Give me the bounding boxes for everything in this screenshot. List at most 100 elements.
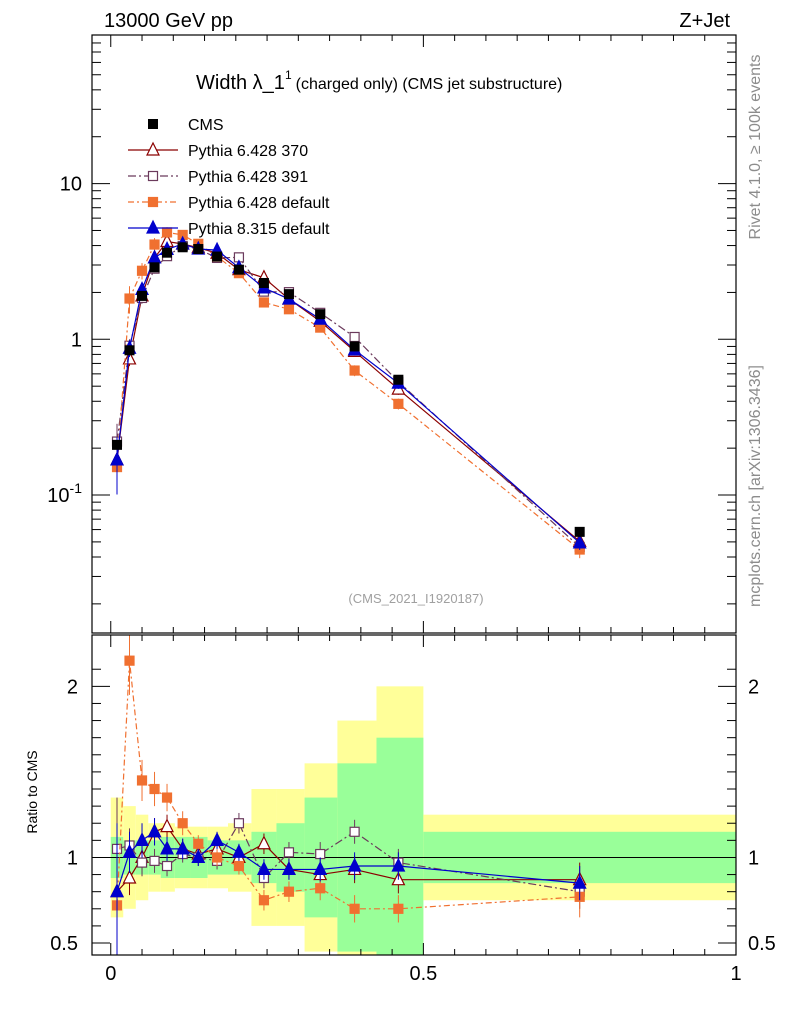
series-point-ratio [283, 847, 295, 858]
series-point-main [122, 350, 137, 365]
mc-series-lines [110, 227, 587, 955]
series-point-ratio [315, 848, 326, 860]
series-point-ratio [256, 861, 271, 876]
series-point-ratio [191, 849, 206, 864]
series-point-ratio [391, 857, 406, 872]
chart-title-sup: 1 [285, 68, 292, 82]
cms-point [137, 290, 148, 301]
chart-title-main: Width λ_1 [196, 72, 285, 94]
series-point-main [110, 451, 124, 466]
legend-label: Pythia 6.428 370 [188, 143, 308, 160]
series-point-ratio [175, 840, 190, 855]
legend-marker [146, 219, 160, 234]
y-tick-label-main: 10-1 [47, 480, 82, 507]
main-panel-frame [91, 34, 737, 634]
x-tick-label: 1 [730, 963, 741, 985]
series-point-main [258, 297, 270, 308]
y-tick-label-main: 1 [71, 329, 82, 351]
legend: CMS Pythia 6.428 370 Pythia 6.428 391 Pythi… [128, 117, 330, 238]
series-point-ratio [233, 818, 245, 829]
chart-title-sub: (charged only) (CMS jet substructure) [296, 76, 563, 93]
cms-point [574, 526, 585, 537]
series-point-main [283, 304, 295, 315]
analysis-label: (CMS_2021_I1920187) [348, 591, 483, 606]
legend-label: Pythia 6.428 391 [188, 169, 308, 186]
series-point-ratio [136, 857, 148, 868]
process-label: Z+Jet [679, 10, 730, 32]
series-line-main-1 [116, 245, 581, 548]
cms-data-points [112, 242, 585, 537]
cms-point [177, 242, 188, 253]
cms-point [349, 341, 360, 352]
series-point-ratio [193, 838, 204, 849]
series-point-ratio [258, 895, 270, 906]
legend-marker [146, 141, 160, 156]
series-point-ratio [122, 843, 137, 858]
series-point-ratio [281, 861, 296, 876]
x-tick-label: 0.5 [409, 963, 437, 985]
series-point-ratio [256, 835, 271, 850]
y-tick-label-ratio: 1 [67, 847, 78, 869]
series-point-ratio [160, 840, 174, 855]
y-tick-label-ratio-right: 0.5 [748, 933, 776, 955]
legend-label: Pythia 6.428 default [188, 195, 330, 212]
cms-point [112, 439, 123, 450]
cms-point [193, 244, 204, 255]
y-tick-label-ratio: 2 [67, 676, 78, 698]
series-line-ratio-2 [116, 660, 580, 910]
y-tick-label-ratio: 0.5 [50, 933, 78, 955]
ratio-panel-frame [91, 634, 737, 956]
legend-label: CMS [188, 117, 224, 134]
series-point-ratio [313, 861, 328, 876]
cms-uncertainty-bands [92, 686, 736, 955]
series-point-ratio [349, 903, 360, 914]
cms-point [283, 289, 294, 300]
legend-marker [147, 196, 159, 208]
energy-label: 13000 GeV pp [104, 10, 233, 32]
y-tick-label-ratio-right: 2 [748, 676, 759, 698]
cms-point [149, 262, 160, 273]
series-point-main [349, 331, 360, 343]
cms-point [393, 374, 404, 385]
cms-point [258, 277, 269, 288]
series-point-ratio [147, 823, 162, 838]
y-tick-label-ratio-right: 1 [748, 847, 759, 869]
series-line-main-0 [116, 240, 581, 542]
series-point-ratio [283, 886, 295, 897]
series-point-main [393, 398, 404, 409]
series-point-ratio [572, 874, 587, 889]
legend-marker [148, 119, 158, 129]
series-point-ratio [231, 843, 246, 858]
series-point-ratio [211, 852, 223, 863]
series-point-ratio [135, 832, 149, 846]
mcplots-label: mcplots.cern.ch [arXiv:1306.3436] [747, 365, 764, 607]
cms-point [233, 264, 244, 275]
y-tick-label-main: 10 [60, 174, 82, 196]
series-point-ratio [347, 857, 362, 872]
plot-frames [91, 34, 737, 956]
series-line-main-3 [116, 243, 581, 544]
cms-band-inner [376, 737, 424, 955]
series-point-ratio [349, 826, 360, 837]
axis-ticks: 0 0.5 1 10 1 10-1 2 2 1 1 0.5 0.5 [47, 34, 776, 985]
series-point-ratio [122, 869, 137, 884]
series-point-ratio [233, 860, 245, 872]
ratio-ylabel: Ratio to CMS [24, 750, 40, 833]
series-point-main [349, 365, 360, 376]
series-point-ratio [136, 775, 148, 786]
series-line-main-2 [116, 231, 581, 551]
legend-marker [147, 170, 159, 182]
series-point-ratio [149, 855, 160, 866]
series-point-ratio [210, 832, 225, 846]
chart-title: Width λ_11 (charged only) (CMS jet substr… [196, 68, 562, 94]
series-point-main [149, 239, 160, 250]
cms-point [124, 345, 135, 356]
series-point-ratio [393, 903, 404, 914]
series-point-ratio [161, 860, 173, 872]
series-point-ratio [110, 883, 124, 898]
series-point-main [161, 227, 173, 238]
series-point-main [572, 534, 587, 549]
cms-point [162, 247, 173, 258]
series-point-ratio [315, 883, 326, 894]
rivet-version-label: Rivet 4.1.0, ≥ 100k events [747, 55, 764, 240]
